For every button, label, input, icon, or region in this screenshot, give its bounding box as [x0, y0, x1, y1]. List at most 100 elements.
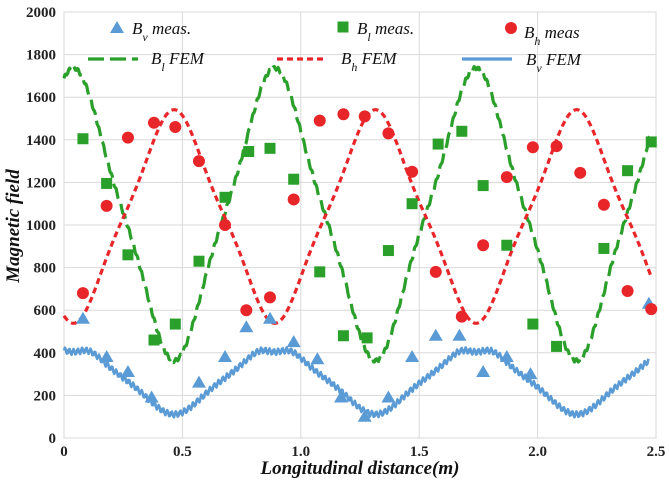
- point-circle: [597, 198, 610, 211]
- point-circle: [313, 114, 326, 127]
- point-square: [148, 334, 160, 346]
- point-triangle: [428, 328, 443, 341]
- point-square: [645, 136, 657, 148]
- legend-label: Bh meas: [524, 23, 580, 48]
- x-tick-label: 0.5: [173, 444, 192, 460]
- point-triangle: [239, 320, 254, 333]
- legend-item-v-meas: Bv meas.: [110, 19, 191, 44]
- point-circle: [429, 265, 442, 278]
- y-tick-label: 1600: [26, 90, 56, 106]
- x-tick-label: 2.0: [528, 444, 547, 460]
- point-triangle: [120, 364, 135, 377]
- point-triangle: [357, 409, 372, 422]
- point-square: [598, 242, 610, 254]
- point-square: [243, 146, 255, 158]
- legend-swatch: [505, 22, 517, 34]
- point-triangle: [499, 350, 514, 363]
- point-circle: [477, 239, 490, 252]
- point-circle: [147, 116, 160, 129]
- point-circle: [121, 131, 134, 144]
- point-circle: [526, 141, 539, 154]
- point-triangle: [144, 390, 159, 403]
- point-triangle: [191, 375, 206, 388]
- measurement-points: [75, 108, 658, 422]
- legend-label: Bh FEM: [341, 49, 397, 74]
- point-circle: [192, 155, 205, 168]
- point-circle: [264, 291, 277, 304]
- point-circle: [406, 165, 419, 178]
- legend-swatch: [337, 21, 349, 33]
- point-square: [477, 180, 489, 192]
- point-triangle: [381, 390, 396, 403]
- x-tick-label: 1.5: [410, 444, 429, 460]
- point-square: [193, 255, 205, 267]
- legend-label: Bl FEM: [151, 49, 205, 74]
- legend-item-l-meas: Bl meas.: [337, 19, 414, 44]
- legend-label: Bv meas.: [132, 19, 191, 44]
- series-line-bh-fem: [62, 108, 653, 325]
- point-circle: [621, 285, 634, 298]
- legend-label: Bv FEM: [526, 50, 582, 75]
- point-circle: [382, 127, 395, 140]
- point-circle: [287, 193, 300, 206]
- point-triangle: [263, 311, 278, 324]
- y-tick-label: 1200: [26, 175, 56, 191]
- legend-item-l-fem: Bl FEM: [88, 49, 205, 74]
- gridlines: [63, 11, 657, 439]
- point-triangle: [452, 328, 467, 341]
- point-square: [622, 165, 634, 177]
- point-square: [122, 249, 134, 261]
- legend-item-v-fem: Bv FEM: [462, 50, 582, 75]
- point-circle: [219, 219, 232, 231]
- point-square: [432, 138, 444, 150]
- point-square: [169, 318, 181, 330]
- point-square: [501, 239, 513, 251]
- point-square: [314, 266, 326, 278]
- legend: Bv meas. Bl meas. Bh meas Bl FEM Bh FEM Bv FE…: [88, 19, 582, 75]
- point-triangle: [310, 352, 325, 365]
- point-triangle: [75, 311, 90, 324]
- point-square: [77, 133, 89, 145]
- x-tick-label: 2.5: [647, 444, 666, 460]
- x-axis-title: Longitudinal distance(m): [260, 458, 460, 479]
- point-square: [101, 177, 113, 189]
- point-circle: [645, 303, 658, 316]
- point-circle: [100, 199, 113, 212]
- point-circle: [455, 310, 468, 323]
- point-circle: [358, 110, 371, 123]
- point-square: [406, 198, 418, 210]
- point-square: [361, 332, 373, 344]
- point-circle: [240, 304, 253, 317]
- y-tick-label: 1800: [26, 48, 56, 64]
- point-square: [382, 245, 394, 257]
- point-square: [288, 173, 300, 185]
- y-tick-label: 800: [34, 261, 57, 277]
- y-tick-label: 0: [49, 431, 57, 447]
- series-line-bv-fem: [62, 346, 650, 419]
- x-axis-ticks: 0 0.5 1.0 1.5 2.0 2.5: [60, 444, 665, 460]
- point-triangle: [218, 350, 233, 363]
- y-axis-ticks: 0 200 400 600 800 1000 1200 1400 1600 1800 2000: [26, 5, 56, 447]
- legend-item-h-fem: Bh FEM: [277, 49, 397, 74]
- y-tick-label: 1000: [26, 218, 56, 234]
- point-triangle: [286, 335, 301, 348]
- x-tick-label: 0: [60, 444, 68, 460]
- y-tick-label: 600: [34, 303, 57, 319]
- legend-item-h-meas: Bh meas: [505, 22, 580, 48]
- point-circle: [169, 121, 182, 134]
- point-circle: [500, 171, 513, 184]
- legend-label: Bl meas.: [357, 19, 414, 44]
- y-axis-title: Magnetic field: [3, 169, 24, 284]
- point-square: [551, 340, 563, 352]
- point-circle: [550, 140, 563, 153]
- point-triangle: [405, 350, 420, 363]
- y-tick-label: 1400: [26, 133, 56, 149]
- y-tick-label: 200: [34, 388, 57, 404]
- series-line-bl-fem: [62, 64, 653, 365]
- point-square: [527, 318, 539, 330]
- point-square: [264, 142, 276, 154]
- point-triangle: [99, 350, 114, 363]
- point-triangle: [476, 364, 491, 377]
- point-circle: [337, 108, 350, 121]
